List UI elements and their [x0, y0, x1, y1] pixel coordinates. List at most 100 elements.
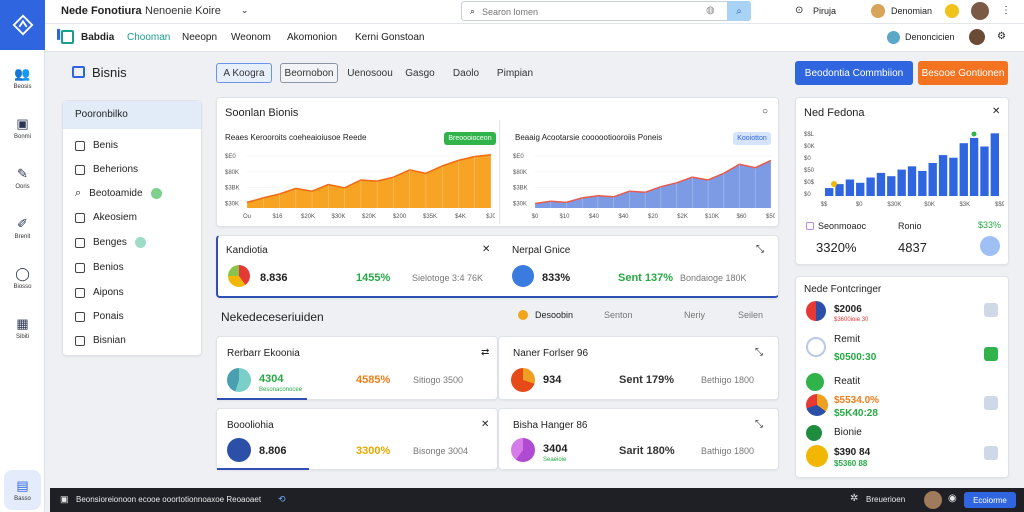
divider [499, 120, 500, 224]
filter-item-2[interactable]: Beherions [75, 164, 138, 175]
rail-item-6[interactable]: ▦ Sibiti [15, 315, 29, 340]
brand-name-2[interactable]: Chooman [127, 32, 171, 43]
rail-item-3[interactable]: ✎ Ooris [15, 165, 30, 190]
tab-1[interactable]: A Koogra [216, 63, 272, 83]
legend-square [806, 222, 814, 230]
list-value-4: $5534.0% [834, 395, 880, 406]
card1-note: Sitiogo 3500 [413, 375, 464, 385]
list-action-2[interactable] [984, 347, 998, 361]
search-input[interactable] [482, 5, 702, 18]
expand-icon[interactable]: ⤡ [755, 347, 763, 358]
kpi2-title: Nerpal Gnice [512, 245, 571, 256]
avatar-3[interactable] [969, 29, 985, 45]
filter-item-7[interactable]: Aipons [75, 287, 124, 298]
link-icon[interactable]: ⇄ [481, 347, 490, 358]
close-icon[interactable]: ✕ [992, 106, 1001, 117]
nav-item-2[interactable]: Weonom [231, 32, 271, 43]
checkbox[interactable] [75, 262, 85, 273]
avatar-2[interactable] [971, 2, 989, 20]
filter-item-1[interactable]: Benis [75, 140, 118, 151]
app-logo[interactable] [0, 0, 45, 50]
options-icon[interactable]: ○ [762, 106, 769, 117]
tab-2[interactable]: Beornobon [280, 63, 338, 83]
chart2-svg: $E0 $80K $3BK $30K $0 $10 $40 $40 $20 $2K $10K $60 $… [513, 154, 775, 220]
help-icon[interactable]: ⊙ [795, 5, 804, 16]
card4-value: 3404 [543, 443, 568, 455]
legend-4[interactable]: Seilen [738, 310, 764, 320]
settings-icon[interactable]: ⚙ [997, 31, 1006, 42]
expand-icon[interactable]: ⤡ [756, 244, 764, 255]
rail-item-5[interactable]: ◯ Biosso [13, 265, 32, 290]
nav-item-3[interactable]: Akomonion [287, 32, 338, 43]
x-tick-label: $50 [766, 214, 775, 220]
checkbox[interactable] [75, 164, 85, 175]
close-icon[interactable]: ✕ [481, 419, 490, 430]
status-right-1[interactable]: Breuerioen [866, 495, 906, 504]
legend-1[interactable]: Desoobin [535, 310, 574, 320]
x-tick-label: $200 [393, 214, 407, 220]
page-icon [72, 66, 85, 78]
filter-item-4[interactable]: Akeosiem [75, 212, 137, 223]
tab-3[interactable]: Uenosoou [347, 67, 393, 79]
filter-item-5[interactable]: Benges [75, 237, 146, 248]
tab-6[interactable]: Pimpian [496, 67, 534, 79]
top-bar: Nede Fonotiura Nenoenie Koire ⌄ ⌕ ◍ ⌕ ⊙ … [45, 0, 1024, 24]
rail-item-2[interactable]: ▣ Bonmi [13, 115, 31, 140]
expand-icon[interactable]: ⤡ [755, 419, 763, 430]
checkbox[interactable] [75, 237, 85, 248]
list-action-1[interactable] [984, 303, 998, 317]
info-icon[interactable] [980, 236, 1000, 256]
brand-name[interactable]: Babdia [81, 32, 115, 43]
right-chart-card: Ned Fedona ✕ $$L $0K $0 $50 $0$ $0 $$ $0 $30K $0K… [795, 97, 1009, 265]
legend-3[interactable]: Neriy [684, 310, 706, 320]
top-user2[interactable]: Denomian [891, 6, 933, 16]
tab-5[interactable]: Daolo [452, 67, 480, 79]
pen-icon: ✐ [17, 215, 28, 231]
bar [949, 157, 958, 196]
checkbox[interactable] [75, 311, 85, 322]
checkbox[interactable] [75, 212, 85, 223]
profile-name[interactable]: Denoncicien [905, 32, 955, 42]
lock-icon: ▣ [60, 494, 69, 504]
status-text: Beonsioreionoon ecooe ooortotionnoaxoe R… [76, 495, 262, 504]
nav-item-4[interactable]: Kerni Gonstoan [355, 32, 425, 43]
rail-item-4[interactable]: ✐ Brenit [14, 215, 31, 240]
chart2-badge[interactable]: Kooiotton [733, 132, 771, 145]
calendar-icon: ▦ [16, 315, 29, 331]
nav-item-1[interactable]: Neeopn [182, 32, 218, 43]
filter-item-3[interactable]: ⌕ Beotoamide [75, 188, 162, 199]
primary-button[interactable]: Beodontia Commbiion [795, 61, 913, 85]
list-action-6[interactable] [984, 446, 998, 460]
top-user1[interactable]: Piruja [813, 6, 837, 16]
gear-icon[interactable]: ✲ [850, 493, 859, 504]
filter-item-8[interactable]: Ponais [75, 311, 124, 322]
legend-2[interactable]: Senton [604, 310, 633, 320]
checkbox[interactable] [75, 287, 85, 298]
list-sub-4: $5K40:28 [834, 408, 878, 419]
legend-dot [518, 310, 528, 320]
checkbox[interactable] [75, 335, 85, 346]
notification-icon[interactable] [945, 4, 959, 18]
avatar[interactable] [924, 491, 942, 509]
search-button[interactable]: ⌕ [727, 1, 751, 21]
x-tick-label: $3K [959, 202, 970, 208]
sync-icon[interactable]: ⟲ [278, 494, 286, 504]
rail-item-1[interactable]: 👥 Beosis [13, 65, 32, 90]
right-chart-title: Ned Fedona [804, 107, 865, 119]
chart1-badge[interactable]: Breoooioceon [444, 132, 496, 145]
filter-item-9[interactable]: Bisnian [75, 335, 126, 346]
checkbox[interactable] [75, 140, 85, 151]
avatar-1[interactable] [871, 4, 885, 18]
mic-icon[interactable]: ◍ [706, 5, 715, 16]
tab-4[interactable]: Gasgo [405, 67, 435, 79]
chevron-down-icon[interactable]: ⌄ [241, 5, 249, 15]
menu-icon[interactable]: ⋮ [1001, 5, 1011, 16]
filter-item-6[interactable]: Benios [75, 262, 124, 273]
list-action-4[interactable] [984, 396, 998, 410]
secondary-button[interactable]: Besooe Gontionen [918, 61, 1008, 85]
close-icon[interactable]: ✕ [482, 244, 491, 255]
rail-item-active[interactable]: ▤ Basso [4, 470, 41, 510]
status-button[interactable]: Ecoiorme [964, 492, 1016, 508]
stat2-label: Ronio [898, 221, 922, 231]
settings-icon[interactable]: ◉ [948, 493, 957, 504]
